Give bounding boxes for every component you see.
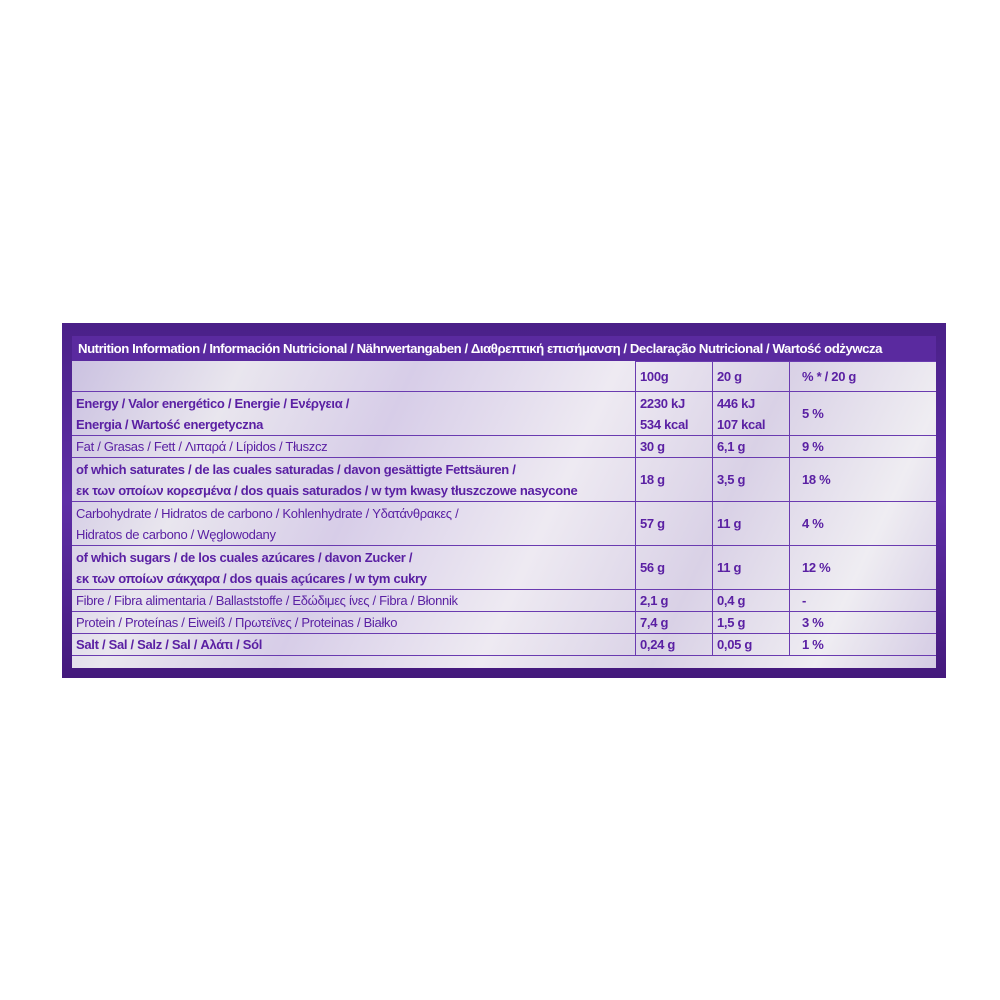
table-header-row: 100g 20 g % * / 20 g	[72, 361, 936, 392]
row-label: of which sugars / de los cuales azúcares…	[72, 545, 636, 590]
row-label: Energy / Valor energético / Energie / Εν…	[72, 391, 636, 436]
table-row-energy: Energy / Valor energético / Energie / Εν…	[72, 391, 936, 436]
value-percent: 18 %	[789, 457, 936, 502]
value-percent: 9 %	[789, 435, 936, 458]
column-header-20g: 20 g	[712, 361, 790, 392]
value-20g: 1,5 g	[712, 611, 790, 634]
value-20g: 0,05 g	[712, 633, 790, 656]
nutrition-panel: Nutrition Information / Información Nutr…	[72, 336, 936, 668]
row-label: Protein / Proteínas / Eiweiß / Πρωτεϊνες…	[72, 611, 636, 634]
value-100g: 2230 kJ 534 kcal	[635, 391, 713, 436]
table-row-carbohydrate: Carbohydrate / Hidratos de carbono / Koh…	[72, 501, 936, 546]
value-20g: 11 g	[712, 501, 790, 546]
table-row-protein: Protein / Proteínas / Eiweiß / Πρωτεϊνες…	[72, 611, 936, 634]
value-20g: 11 g	[712, 545, 790, 590]
value-100g: 0,24 g	[635, 633, 713, 656]
value-100g: 56 g	[635, 545, 713, 590]
value-percent: 4 %	[789, 501, 936, 546]
column-header-percent: % * / 20 g	[789, 361, 936, 392]
value-100g: 30 g	[635, 435, 713, 458]
nutrition-table: 100g 20 g % * / 20 g Energy / Valor ener…	[72, 361, 936, 656]
table-row-salt: Salt / Sal / Salz / Sal / Αλάτι / Sól 0,…	[72, 633, 936, 656]
table-row-saturates: of which saturates / de las cuales satur…	[72, 457, 936, 502]
value-100g: 57 g	[635, 501, 713, 546]
table-row-sugars: of which sugars / de los cuales azúcares…	[72, 545, 936, 590]
value-percent: 12 %	[789, 545, 936, 590]
value-percent: 1 %	[789, 633, 936, 656]
nutrition-label: Nutrition Information / Información Nutr…	[62, 323, 946, 678]
value-20g: 3,5 g	[712, 457, 790, 502]
table-row-fibre: Fibre / Fibra alimentaria / Ballaststoff…	[72, 589, 936, 612]
row-label: Carbohydrate / Hidratos de carbono / Koh…	[72, 501, 636, 546]
row-label: Fibre / Fibra alimentaria / Ballaststoff…	[72, 589, 636, 612]
value-20g: 6,1 g	[712, 435, 790, 458]
value-percent: -	[789, 589, 936, 612]
column-header-100g: 100g	[635, 361, 713, 392]
value-100g: 18 g	[635, 457, 713, 502]
table-row-fat: Fat / Grasas / Fett / Λιπαρά / Lípidos /…	[72, 435, 936, 458]
value-percent: 5 %	[789, 391, 936, 436]
nutrition-title: Nutrition Information / Información Nutr…	[72, 336, 936, 361]
row-label: of which saturates / de las cuales satur…	[72, 457, 636, 502]
value-20g: 0,4 g	[712, 589, 790, 612]
row-label: Salt / Sal / Salz / Sal / Αλάτι / Sól	[72, 633, 636, 656]
value-20g: 446 kJ 107 kcal	[712, 391, 790, 436]
header-empty-cell	[72, 361, 636, 392]
row-label: Fat / Grasas / Fett / Λιπαρά / Lípidos /…	[72, 435, 636, 458]
value-percent: 3 %	[789, 611, 936, 634]
value-100g: 7,4 g	[635, 611, 713, 634]
value-100g: 2,1 g	[635, 589, 713, 612]
